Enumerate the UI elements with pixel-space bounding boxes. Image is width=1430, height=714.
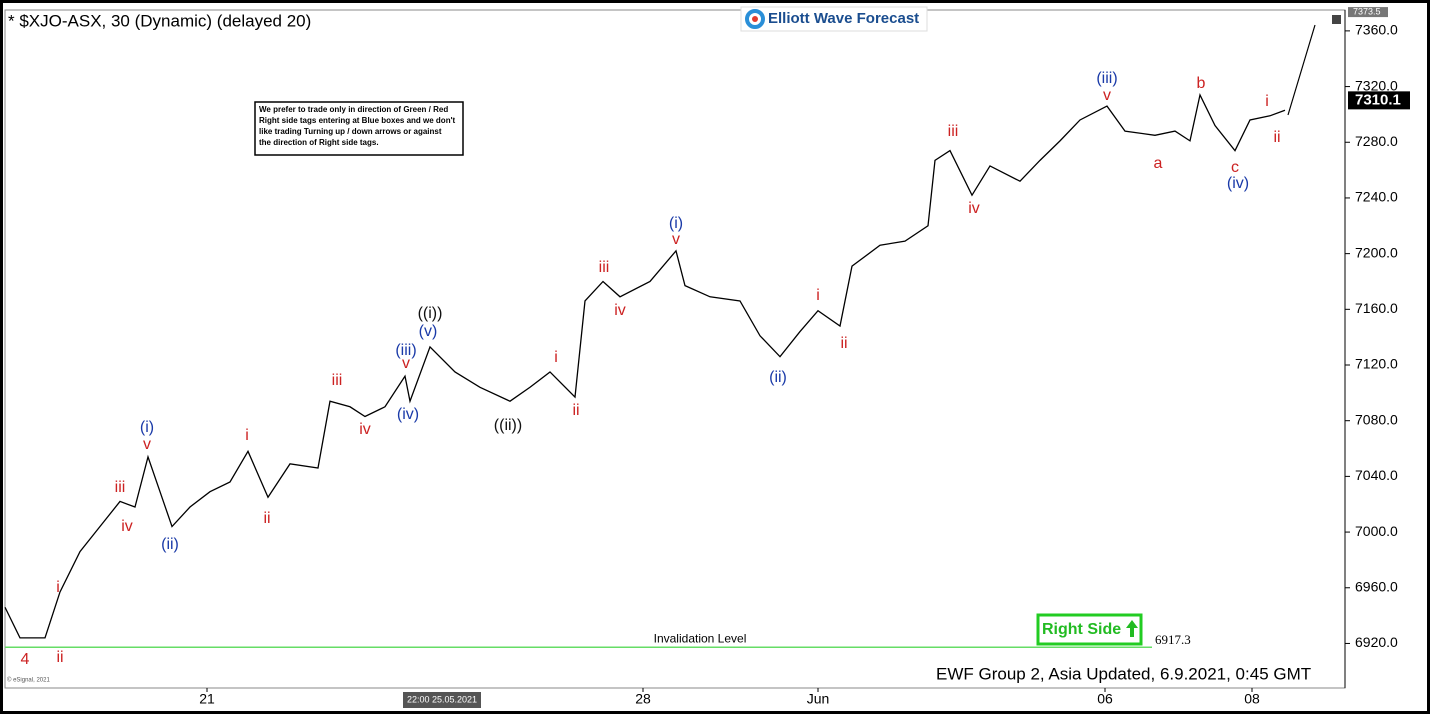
note-line: We prefer to trade only in direction of … bbox=[259, 105, 448, 114]
wave-label: v bbox=[402, 355, 410, 372]
right-side-label: Right Side bbox=[1042, 621, 1121, 638]
wave-label: c bbox=[1231, 159, 1239, 176]
wave-label: iii bbox=[599, 259, 610, 276]
wave-label: v bbox=[672, 231, 680, 248]
footer: EWF Group 2, Asia Updated, 6.9.2021, 0:4… bbox=[936, 664, 1311, 683]
y-tick-label: 7320.0 bbox=[1355, 77, 1398, 93]
wave-label: i bbox=[554, 349, 558, 366]
wave-label: ((i)) bbox=[418, 305, 443, 322]
note-line: Right side tags entering at Blue boxes a… bbox=[259, 116, 455, 125]
top-price-tag bbox=[1348, 7, 1388, 18]
y-tick-label: 7080.0 bbox=[1355, 411, 1398, 427]
wave-label: ((ii)) bbox=[494, 417, 522, 434]
wave-label: (iv) bbox=[397, 406, 419, 423]
chart-background bbox=[3, 3, 1427, 711]
wave-label: i bbox=[1265, 93, 1269, 110]
brand-logo-dot bbox=[752, 16, 758, 22]
wave-label: (iii) bbox=[395, 342, 416, 359]
wave-label: ii bbox=[1273, 129, 1280, 146]
window-icon bbox=[1332, 15, 1341, 24]
wave-label: a bbox=[1154, 155, 1163, 172]
wave-label: 4 bbox=[21, 651, 30, 668]
price-line bbox=[4, 92, 1286, 639]
brand-logo bbox=[745, 9, 765, 29]
y-tick-label: 6920.0 bbox=[1355, 634, 1398, 650]
wave-label: iii bbox=[115, 479, 126, 496]
wave-label: iii bbox=[332, 372, 343, 389]
last-price-tag bbox=[1348, 91, 1410, 110]
right-side-arrow bbox=[1126, 620, 1138, 637]
chart-title: * $XJO-ASX, 30 (Dynamic) (delayed 20) bbox=[8, 11, 311, 30]
note-box bbox=[254, 101, 464, 156]
wave-label: (iv) bbox=[1227, 175, 1249, 192]
y-tick-label: 7160.0 bbox=[1355, 300, 1398, 316]
x-tick-label: 21 bbox=[199, 691, 215, 707]
wave-label: (ii) bbox=[769, 369, 787, 386]
wave-label: iv bbox=[121, 518, 133, 535]
y-tick-label: 7280.0 bbox=[1355, 133, 1398, 149]
wave-label: v bbox=[1103, 87, 1111, 104]
wave-label: v bbox=[143, 436, 151, 453]
cursor-label: 22:00 25.05.2021 bbox=[407, 694, 477, 704]
y-tick-label: 7240.0 bbox=[1355, 189, 1398, 205]
wave-label: iv bbox=[359, 421, 371, 438]
brand-name: Elliott Wave Forecast bbox=[768, 10, 919, 27]
invalidation-value: 6917.3 bbox=[1155, 632, 1191, 647]
top-price-label: 7373.5 bbox=[1353, 6, 1381, 16]
wave-label: i bbox=[56, 579, 60, 596]
x-tick-label: 06 bbox=[1097, 691, 1113, 707]
wave-label: ii bbox=[56, 649, 63, 666]
x-tick-label: 08 bbox=[1244, 691, 1260, 707]
note-line: the direction of Right side tags. bbox=[259, 138, 379, 147]
y-tick-label: 7000.0 bbox=[1355, 523, 1398, 539]
invalidation-label: Invalidation Level bbox=[654, 631, 747, 645]
y-tick-label: 7200.0 bbox=[1355, 244, 1398, 260]
x-tick-label: Jun bbox=[807, 691, 830, 707]
copyright: © eSignal, 2021 bbox=[7, 677, 50, 684]
wave-label: i bbox=[816, 287, 820, 304]
wave-label: (i) bbox=[669, 215, 683, 232]
wave-label: ii bbox=[840, 335, 847, 352]
y-tick-label: 7040.0 bbox=[1355, 467, 1398, 483]
wave-label: b bbox=[1197, 75, 1206, 92]
right-side-box bbox=[1036, 613, 1143, 646]
brand-box bbox=[740, 6, 928, 32]
wave-label: (v) bbox=[419, 323, 438, 340]
wave-label: i bbox=[245, 427, 249, 444]
wave-label: iv bbox=[968, 200, 980, 217]
note-line: like trading Turning up / down arrows or… bbox=[259, 127, 442, 136]
wave-label: ii bbox=[572, 402, 579, 419]
wave-label: iii bbox=[948, 123, 959, 140]
wave-label: (iii) bbox=[1096, 70, 1117, 87]
wave-label: (i) bbox=[140, 419, 154, 436]
y-tick-label: 7360.0 bbox=[1355, 22, 1398, 38]
wave-label: iv bbox=[614, 302, 626, 319]
wave-label: ii bbox=[263, 510, 270, 527]
y-tick-label: 7120.0 bbox=[1355, 356, 1398, 372]
last-price-label: 7310.1 bbox=[1355, 91, 1401, 108]
projection-line bbox=[1287, 24, 1316, 116]
wave-label: (ii) bbox=[161, 536, 179, 553]
y-tick-label: 6960.0 bbox=[1355, 578, 1398, 594]
x-tick-label: 28 bbox=[635, 691, 651, 707]
cursor-box bbox=[403, 692, 481, 708]
